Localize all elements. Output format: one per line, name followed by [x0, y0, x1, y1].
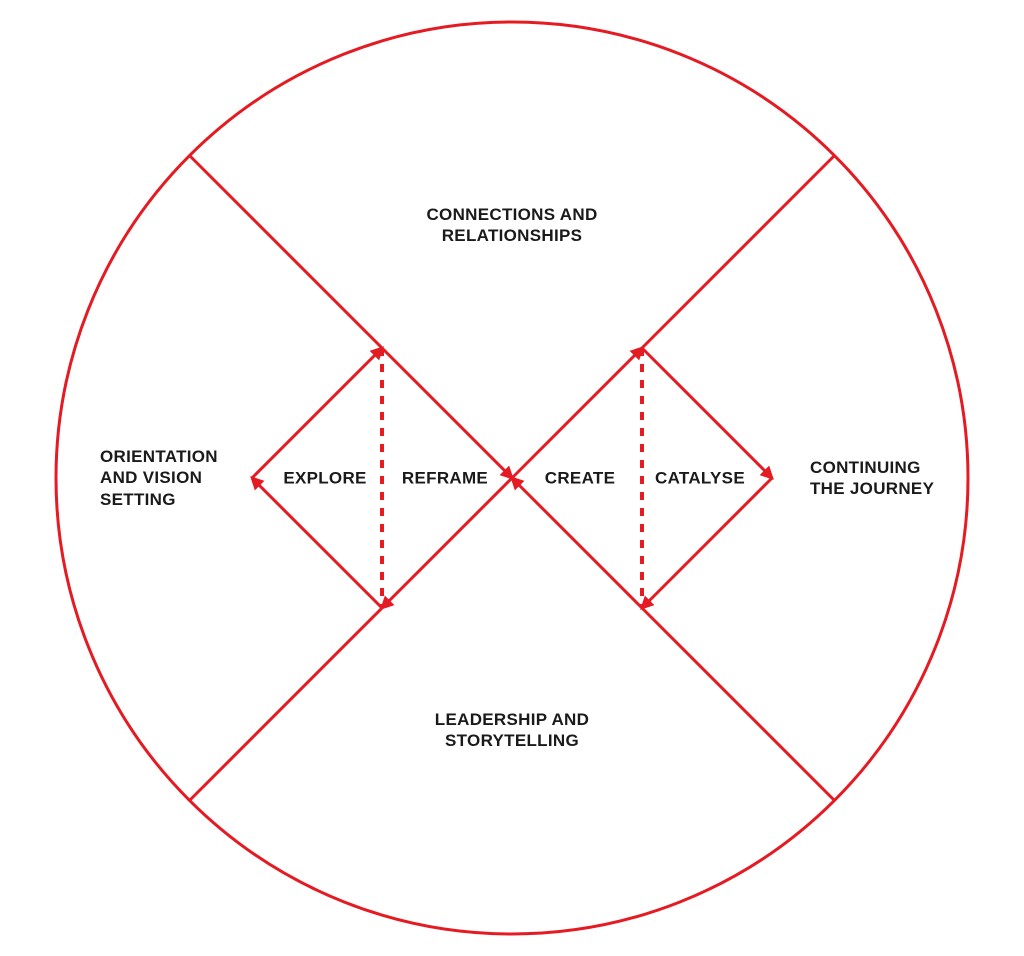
edge-center-to-right-top [512, 348, 642, 478]
edge-center-to-left-bottom [382, 478, 512, 608]
label-reframe: REFRAME [402, 467, 488, 488]
label-top: CONNECTIONS AND RELATIONSHIPS [426, 204, 597, 247]
label-left: ORIENTATION AND VISION SETTING [100, 446, 218, 510]
label-bottom: LEADERSHIP AND STORYTELLING [435, 709, 589, 752]
edge-right-top-to-tip [642, 348, 772, 478]
edge-left-top-to-center [382, 348, 512, 478]
label-explore: EXPLORE [283, 467, 366, 488]
v-bottom-left [190, 608, 382, 800]
label-right: CONTINUING THE JOURNEY [810, 457, 934, 500]
edge-right-tip-to-bottom [642, 478, 772, 608]
label-create: CREATE [545, 467, 615, 488]
v-top-left [190, 156, 382, 348]
v-bottom-right [642, 608, 834, 800]
v-top-right [642, 156, 834, 348]
diagram-root: CONNECTIONS AND RELATIONSHIPS LEADERSHIP … [0, 0, 1024, 956]
edge-left-bottom-to-tip [252, 478, 382, 608]
edge-right-bottom-to-center [512, 478, 642, 608]
label-catalyse: CATALYSE [655, 467, 745, 488]
edge-left-up [252, 348, 382, 478]
